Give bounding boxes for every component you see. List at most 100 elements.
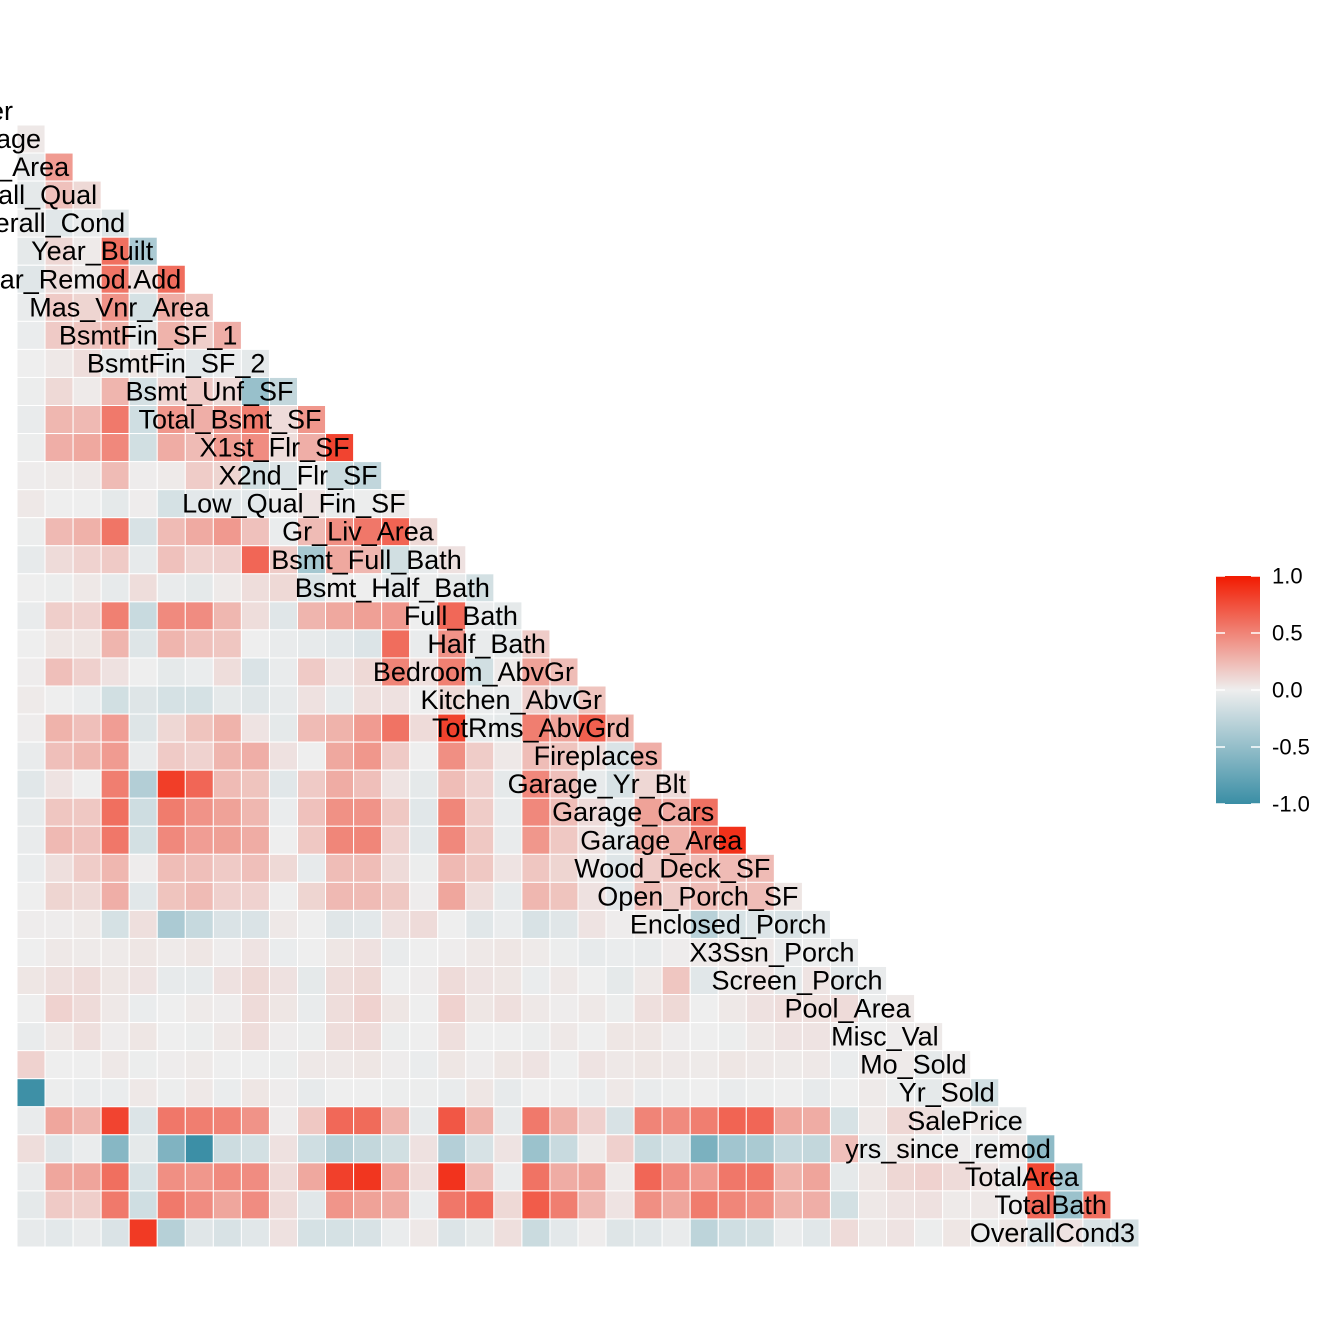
heatmap-cell bbox=[801, 937, 831, 968]
heatmap-cell bbox=[521, 797, 551, 827]
heatmap-cell bbox=[44, 573, 74, 603]
heatmap-cell bbox=[100, 264, 130, 294]
heatmap-cell bbox=[100, 1190, 130, 1220]
heatmap-cell bbox=[773, 1190, 803, 1220]
heatmap-cell bbox=[297, 489, 327, 519]
heatmap-cell bbox=[128, 461, 158, 491]
heatmap-cell bbox=[268, 433, 299, 463]
heatmap-cell bbox=[156, 376, 186, 407]
heatmap-cell bbox=[128, 713, 158, 743]
heatmap-cell bbox=[72, 601, 102, 631]
heatmap-cell bbox=[156, 292, 186, 322]
variable-label: Enclosed_Porch bbox=[630, 909, 827, 939]
heatmap-cell bbox=[156, 1134, 186, 1164]
heatmap-cell bbox=[72, 545, 102, 575]
heatmap-cell bbox=[240, 376, 270, 407]
heatmap-cell bbox=[437, 1134, 467, 1164]
heatmap-cell bbox=[493, 853, 523, 883]
heatmap-cell bbox=[184, 517, 214, 547]
heatmap-cell bbox=[577, 1078, 607, 1108]
heatmap-cell bbox=[240, 1162, 270, 1192]
heatmap-cell bbox=[44, 1190, 74, 1220]
heatmap-cell bbox=[325, 937, 355, 968]
heatmap-cell bbox=[549, 881, 579, 911]
heatmap-cell bbox=[549, 1162, 579, 1192]
heatmap-cell bbox=[72, 853, 102, 883]
heatmap-cell bbox=[128, 1050, 158, 1080]
heatmap-cell bbox=[16, 376, 46, 407]
heatmap-cell bbox=[353, 1078, 383, 1108]
heatmap-cell bbox=[493, 825, 523, 855]
heatmap-cell bbox=[437, 966, 467, 996]
heatmap-cell bbox=[325, 1190, 355, 1220]
heatmap-cell bbox=[44, 433, 74, 463]
heatmap-cell bbox=[128, 797, 158, 827]
variable-label: _Area bbox=[0, 152, 70, 182]
heatmap-cell bbox=[212, 1078, 242, 1108]
variable-label: BsmtFin_SF_2 bbox=[87, 348, 266, 378]
heatmap-cell bbox=[717, 966, 747, 996]
heatmap-cell bbox=[633, 797, 663, 827]
heatmap-cell bbox=[240, 1022, 270, 1052]
heatmap-cell bbox=[661, 1106, 691, 1136]
heatmap-cell bbox=[353, 853, 383, 883]
heatmap-cell bbox=[240, 1106, 270, 1136]
heatmap-cell bbox=[16, 348, 46, 378]
heatmap-cell bbox=[72, 376, 102, 407]
heatmap-cell bbox=[493, 1162, 523, 1192]
heatmap-cell bbox=[801, 1162, 831, 1192]
heatmap-cell bbox=[156, 348, 186, 378]
heatmap-cell bbox=[297, 853, 327, 883]
heatmap-cell bbox=[465, 881, 495, 911]
heatmap-cell bbox=[914, 1078, 944, 1108]
heatmap-cell bbox=[661, 853, 691, 883]
heatmap-cell bbox=[297, 713, 327, 743]
heatmap-cell bbox=[437, 1022, 467, 1052]
heatmap-cell bbox=[16, 825, 46, 855]
heatmap-cell bbox=[325, 545, 355, 575]
heatmap-cell bbox=[16, 937, 46, 968]
heatmap-cell bbox=[717, 994, 747, 1024]
heatmap-cell bbox=[381, 966, 411, 996]
heatmap-cell bbox=[212, 1050, 242, 1080]
heatmap-cell bbox=[16, 1078, 46, 1108]
variable-label: Garage_Area bbox=[580, 825, 743, 855]
heatmap-cell bbox=[297, 994, 327, 1024]
heatmap-cell bbox=[16, 966, 46, 996]
heatmap-cell bbox=[437, 545, 467, 575]
heatmap-cell bbox=[409, 825, 439, 855]
heatmap-cell bbox=[240, 461, 270, 491]
heatmap-cell bbox=[437, 937, 467, 968]
heatmap-cell bbox=[353, 1218, 383, 1248]
heatmap-cell bbox=[577, 937, 607, 968]
heatmap-cell bbox=[521, 853, 551, 883]
heatmap-cell bbox=[100, 657, 130, 687]
heatmap-cell bbox=[184, 1162, 214, 1192]
heatmap-cell bbox=[72, 881, 102, 911]
variable-label: ar_Remod.Add bbox=[0, 264, 181, 294]
heatmap-cell bbox=[297, 1050, 327, 1080]
heatmap-cell bbox=[100, 489, 130, 519]
heatmap-cell bbox=[886, 1134, 916, 1164]
heatmap-cell bbox=[212, 1190, 242, 1220]
heatmap-cell bbox=[970, 1218, 1000, 1248]
heatmap-cell bbox=[325, 881, 355, 911]
heatmap-cell bbox=[44, 966, 74, 996]
heatmap-cell bbox=[858, 1190, 888, 1220]
heatmap-cell bbox=[521, 1106, 551, 1136]
heatmap-cell bbox=[661, 966, 691, 996]
heatmap-cell bbox=[689, 1162, 719, 1192]
heatmap-cell bbox=[128, 1106, 158, 1136]
heatmap-cell bbox=[605, 713, 635, 743]
heatmap-cell bbox=[745, 1022, 775, 1052]
heatmap-cell bbox=[829, 1078, 860, 1108]
heatmap-cell bbox=[717, 1078, 747, 1108]
heatmap-cell bbox=[521, 966, 551, 996]
heatmap-cell bbox=[240, 1134, 270, 1164]
heatmap-cell bbox=[100, 376, 130, 407]
heatmap-cell bbox=[353, 797, 383, 827]
heatmap-cell bbox=[465, 741, 495, 771]
heatmap-cell bbox=[409, 1078, 439, 1108]
heatmap-cell bbox=[409, 1218, 439, 1248]
heatmap-cell bbox=[100, 713, 130, 743]
